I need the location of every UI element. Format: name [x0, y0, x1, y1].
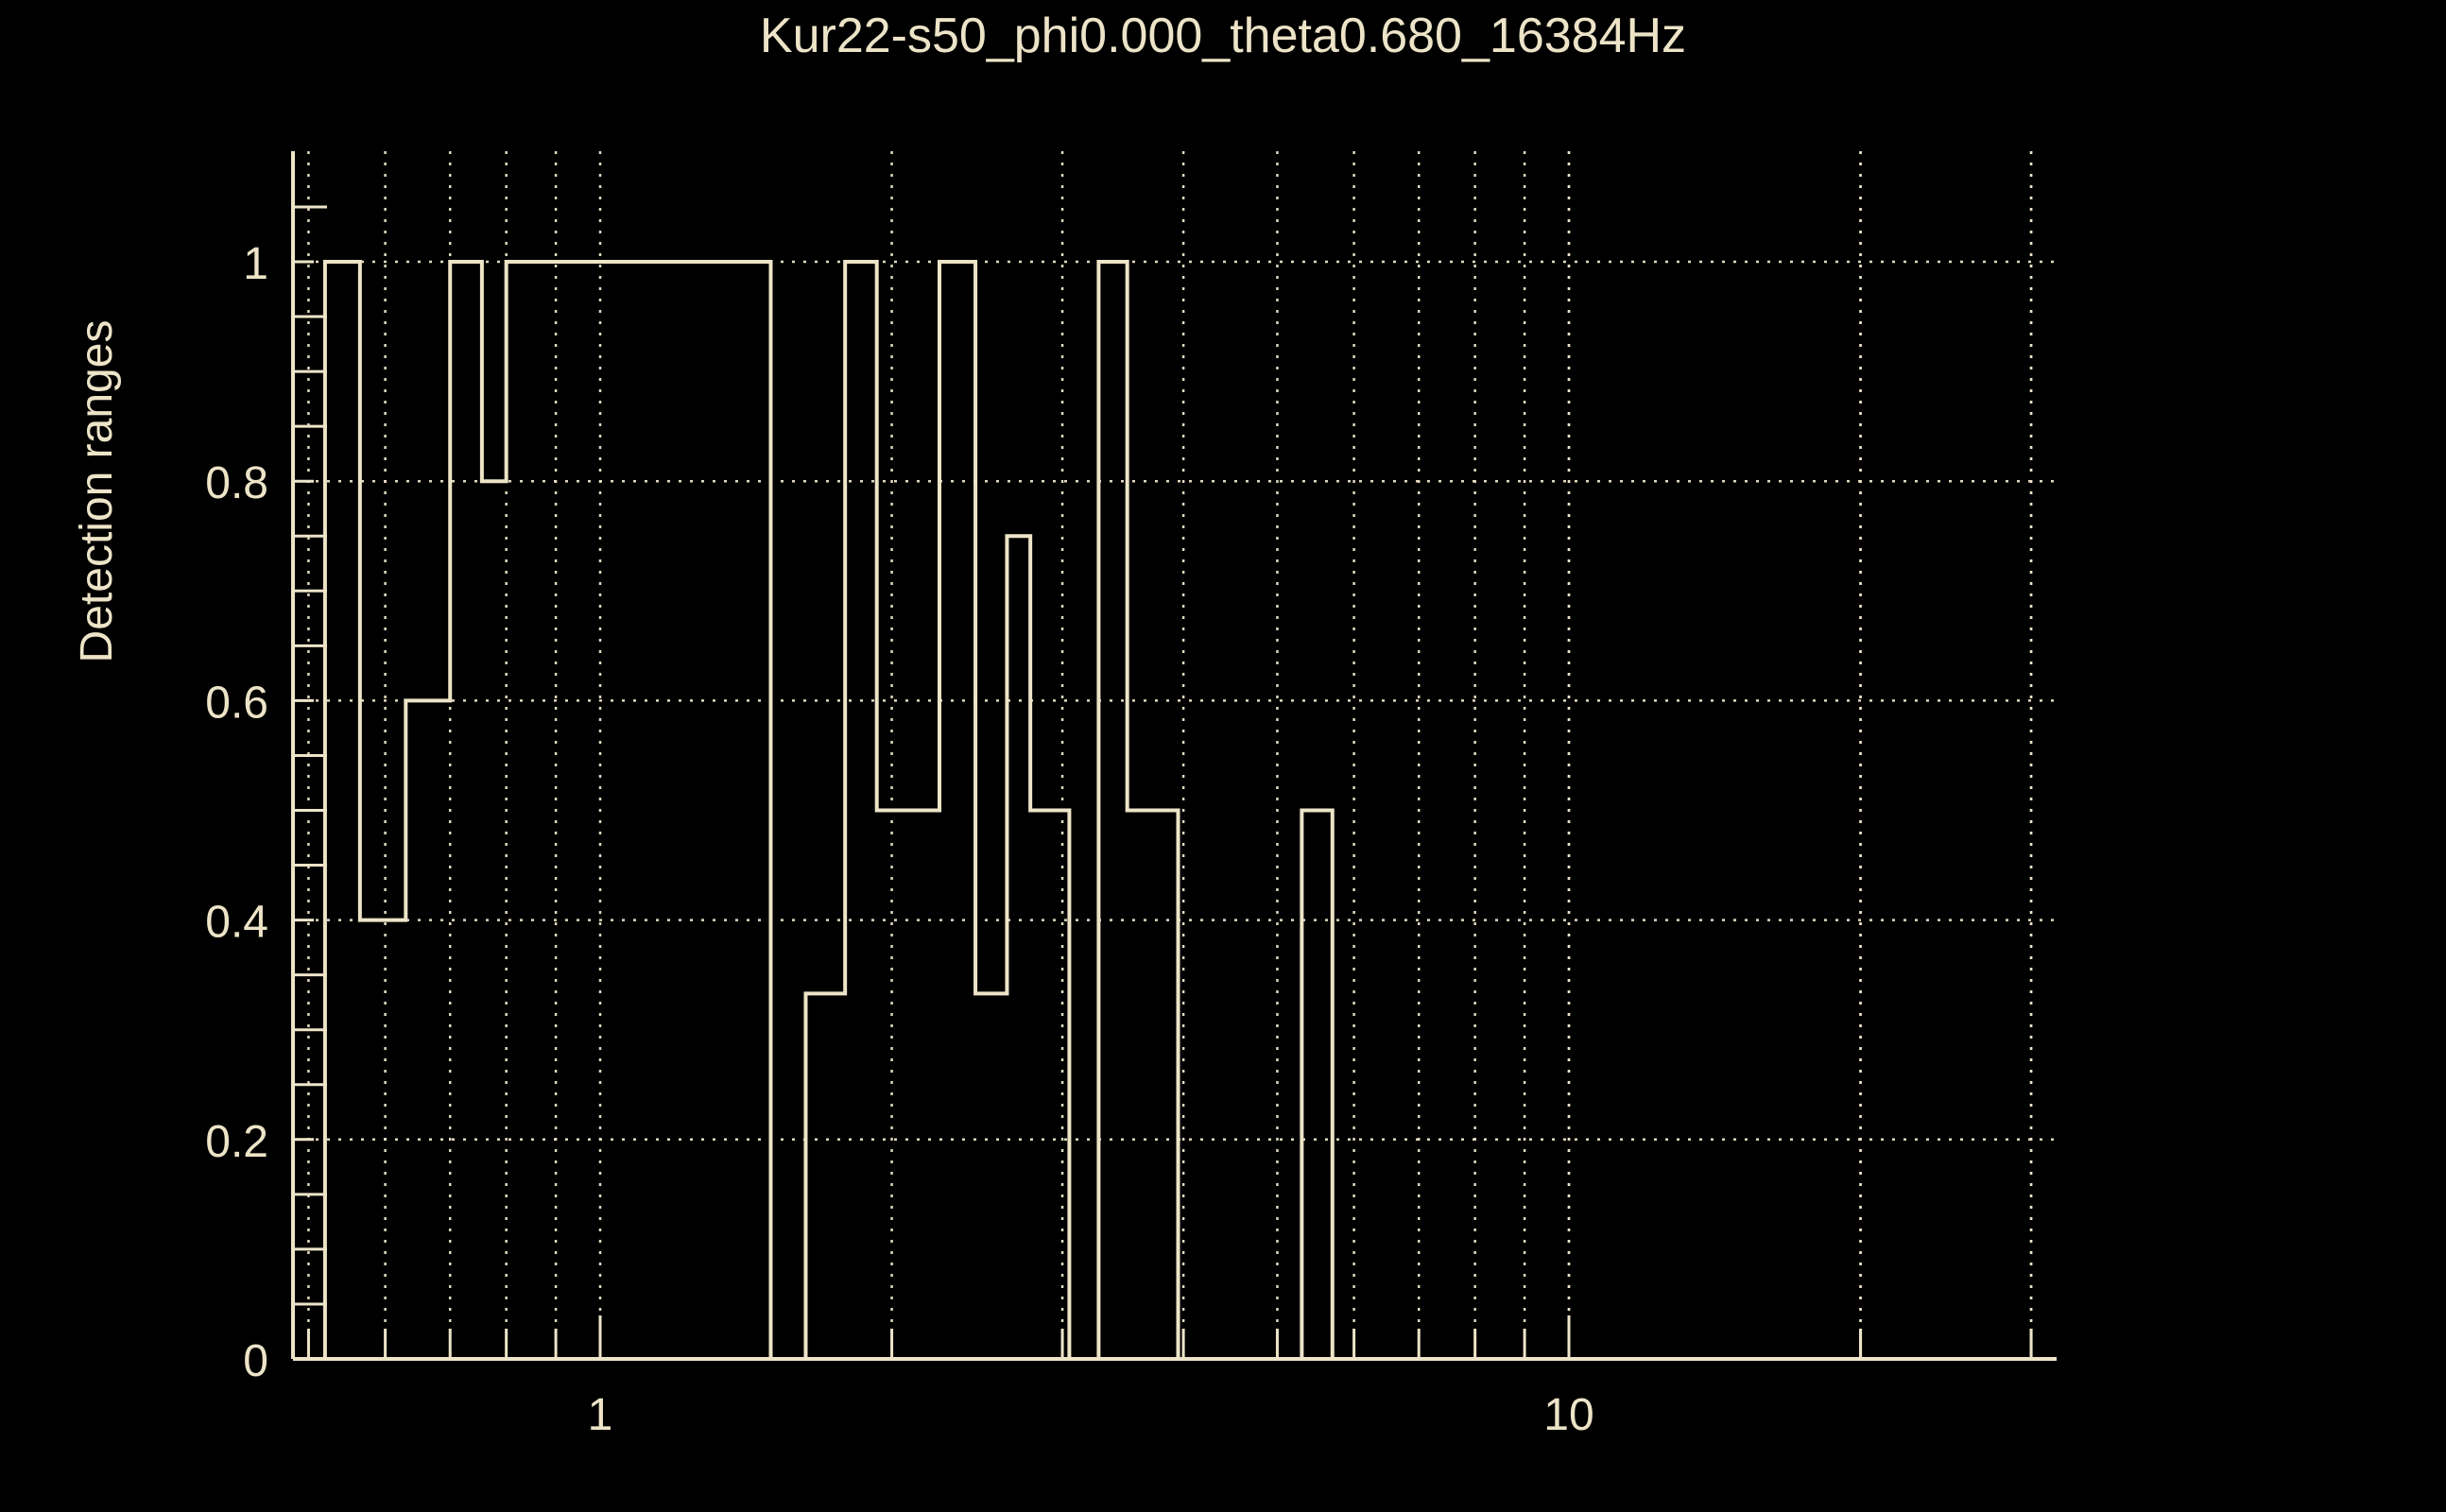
- y-tick-label: 0.4: [205, 898, 268, 948]
- x-tick-label: 1: [588, 1390, 613, 1440]
- y-tick-label: 1: [243, 239, 268, 289]
- data-series: [322, 260, 2056, 1361]
- grid-lines: [293, 151, 2057, 1361]
- axis-tick-labels: 0 0.2 0.4 0.6 0.8 1 1 10: [205, 239, 1593, 1440]
- y-tick-label: 0.6: [205, 678, 268, 728]
- y-tick-label: 0.8: [205, 458, 268, 508]
- page-title: Kur22-s50_phi0.000_theta0.680_16384Hz: [760, 9, 1686, 63]
- step-curve: [322, 260, 2056, 1361]
- y-tick-label: 0.2: [205, 1117, 268, 1167]
- y-tick-label: 0: [243, 1336, 268, 1386]
- x-tick-label: 10: [1543, 1390, 1593, 1440]
- y-axis-label: Detection ranges: [72, 320, 122, 663]
